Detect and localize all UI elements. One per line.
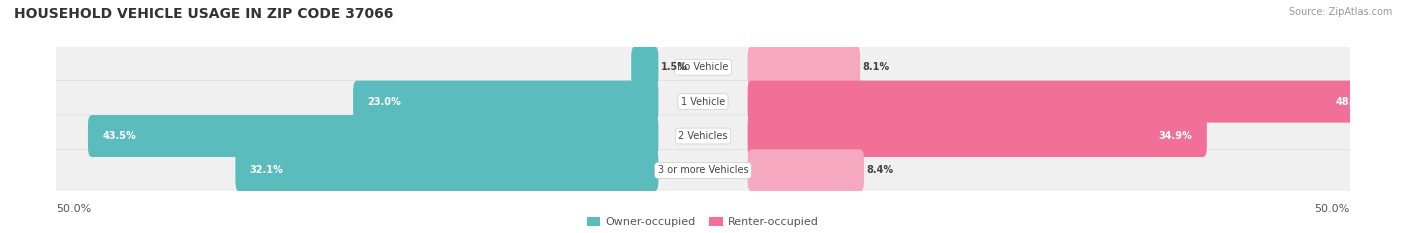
Text: 32.1%: 32.1% <box>250 165 284 175</box>
FancyBboxPatch shape <box>52 81 1354 123</box>
FancyBboxPatch shape <box>235 149 658 191</box>
Text: 1.5%: 1.5% <box>661 62 688 72</box>
Text: 34.9%: 34.9% <box>1159 131 1192 141</box>
FancyBboxPatch shape <box>89 115 658 157</box>
FancyBboxPatch shape <box>748 149 865 191</box>
Legend: Owner-occupied, Renter-occupied: Owner-occupied, Renter-occupied <box>586 217 820 227</box>
Text: 3 or more Vehicles: 3 or more Vehicles <box>658 165 748 175</box>
Text: Source: ZipAtlas.com: Source: ZipAtlas.com <box>1288 7 1392 17</box>
Text: 8.4%: 8.4% <box>866 165 894 175</box>
Text: 50.0%: 50.0% <box>1315 204 1350 214</box>
Text: No Vehicle: No Vehicle <box>678 62 728 72</box>
FancyBboxPatch shape <box>748 81 1384 123</box>
FancyBboxPatch shape <box>52 115 1354 157</box>
FancyBboxPatch shape <box>52 149 1354 191</box>
Text: 1 Vehicle: 1 Vehicle <box>681 97 725 107</box>
FancyBboxPatch shape <box>748 46 860 88</box>
FancyBboxPatch shape <box>748 115 1206 157</box>
Text: 23.0%: 23.0% <box>367 97 401 107</box>
Text: 43.5%: 43.5% <box>103 131 136 141</box>
Text: 50.0%: 50.0% <box>56 204 91 214</box>
Text: 8.1%: 8.1% <box>863 62 890 72</box>
FancyBboxPatch shape <box>353 81 658 123</box>
Text: 2 Vehicles: 2 Vehicles <box>678 131 728 141</box>
FancyBboxPatch shape <box>52 46 1354 88</box>
Text: HOUSEHOLD VEHICLE USAGE IN ZIP CODE 37066: HOUSEHOLD VEHICLE USAGE IN ZIP CODE 3706… <box>14 7 394 21</box>
FancyBboxPatch shape <box>631 46 658 88</box>
Text: 48.6%: 48.6% <box>1336 97 1369 107</box>
